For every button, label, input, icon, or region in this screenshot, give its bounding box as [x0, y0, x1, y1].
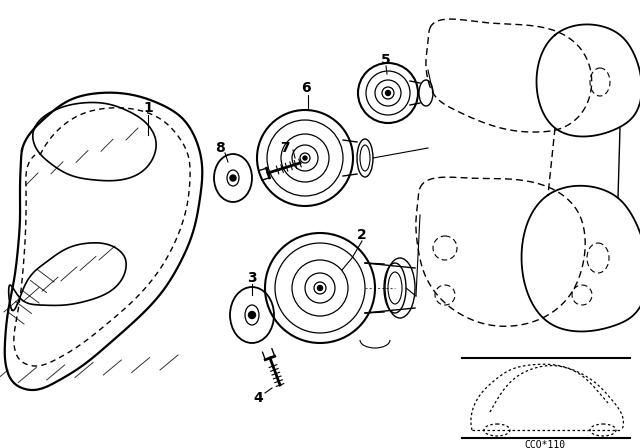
Text: 6: 6 [301, 81, 311, 95]
Circle shape [317, 285, 323, 290]
Text: 7: 7 [280, 141, 290, 155]
Circle shape [230, 175, 236, 181]
Text: 3: 3 [247, 271, 257, 285]
Text: 2: 2 [357, 228, 367, 242]
Text: 8: 8 [215, 141, 225, 155]
Circle shape [385, 90, 390, 95]
Text: 4: 4 [253, 391, 263, 405]
Text: CCO*110: CCO*110 [524, 440, 566, 448]
Circle shape [303, 156, 307, 160]
Text: 5: 5 [381, 53, 391, 67]
Circle shape [248, 311, 255, 319]
Text: 1: 1 [143, 101, 153, 115]
